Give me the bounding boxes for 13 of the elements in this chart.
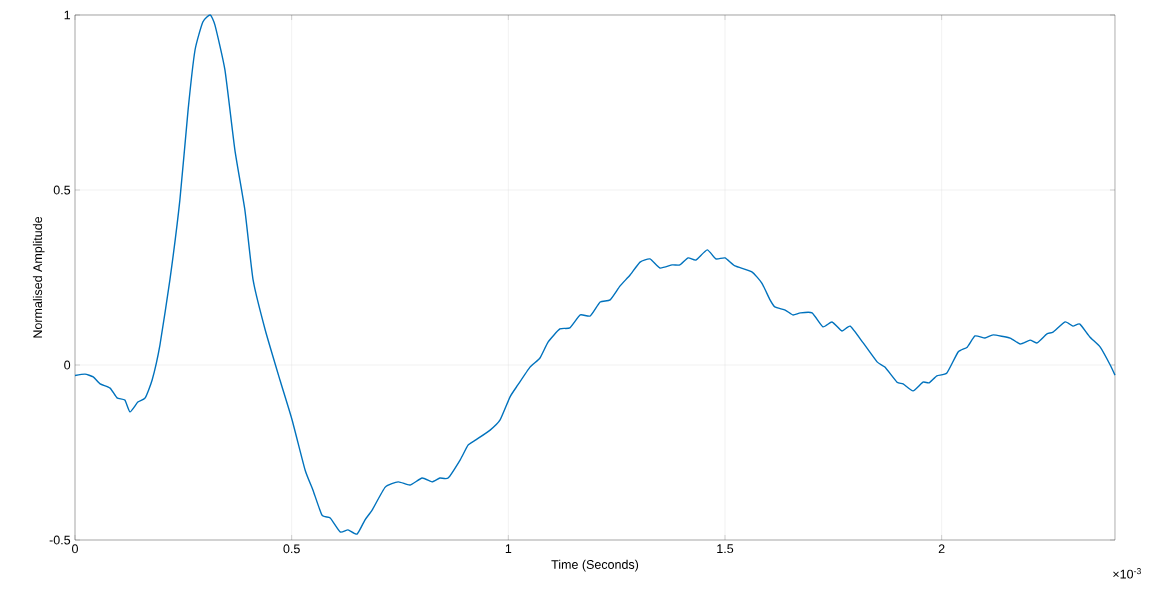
x-tick-label: 0.5 [283,544,300,554]
y-tick-label: 1 [64,10,71,20]
y-tick-label: -0.5 [49,535,71,545]
x-tick-label: 1.5 [717,544,734,554]
line-series [74,14,1116,535]
y-axis-title: Normalised Amplitude [32,216,45,338]
x-tick-label: 0 [72,544,78,554]
y-tick-label: 0 [64,360,71,370]
y-tick-label: 0.5 [53,185,71,195]
x-axis-title: Time (Seconds) [551,559,639,572]
text: ×10$^{-3}$ [1113,567,1141,579]
x-tick-label: 2 [938,544,945,554]
x-tick-label: 1 [505,544,512,553]
